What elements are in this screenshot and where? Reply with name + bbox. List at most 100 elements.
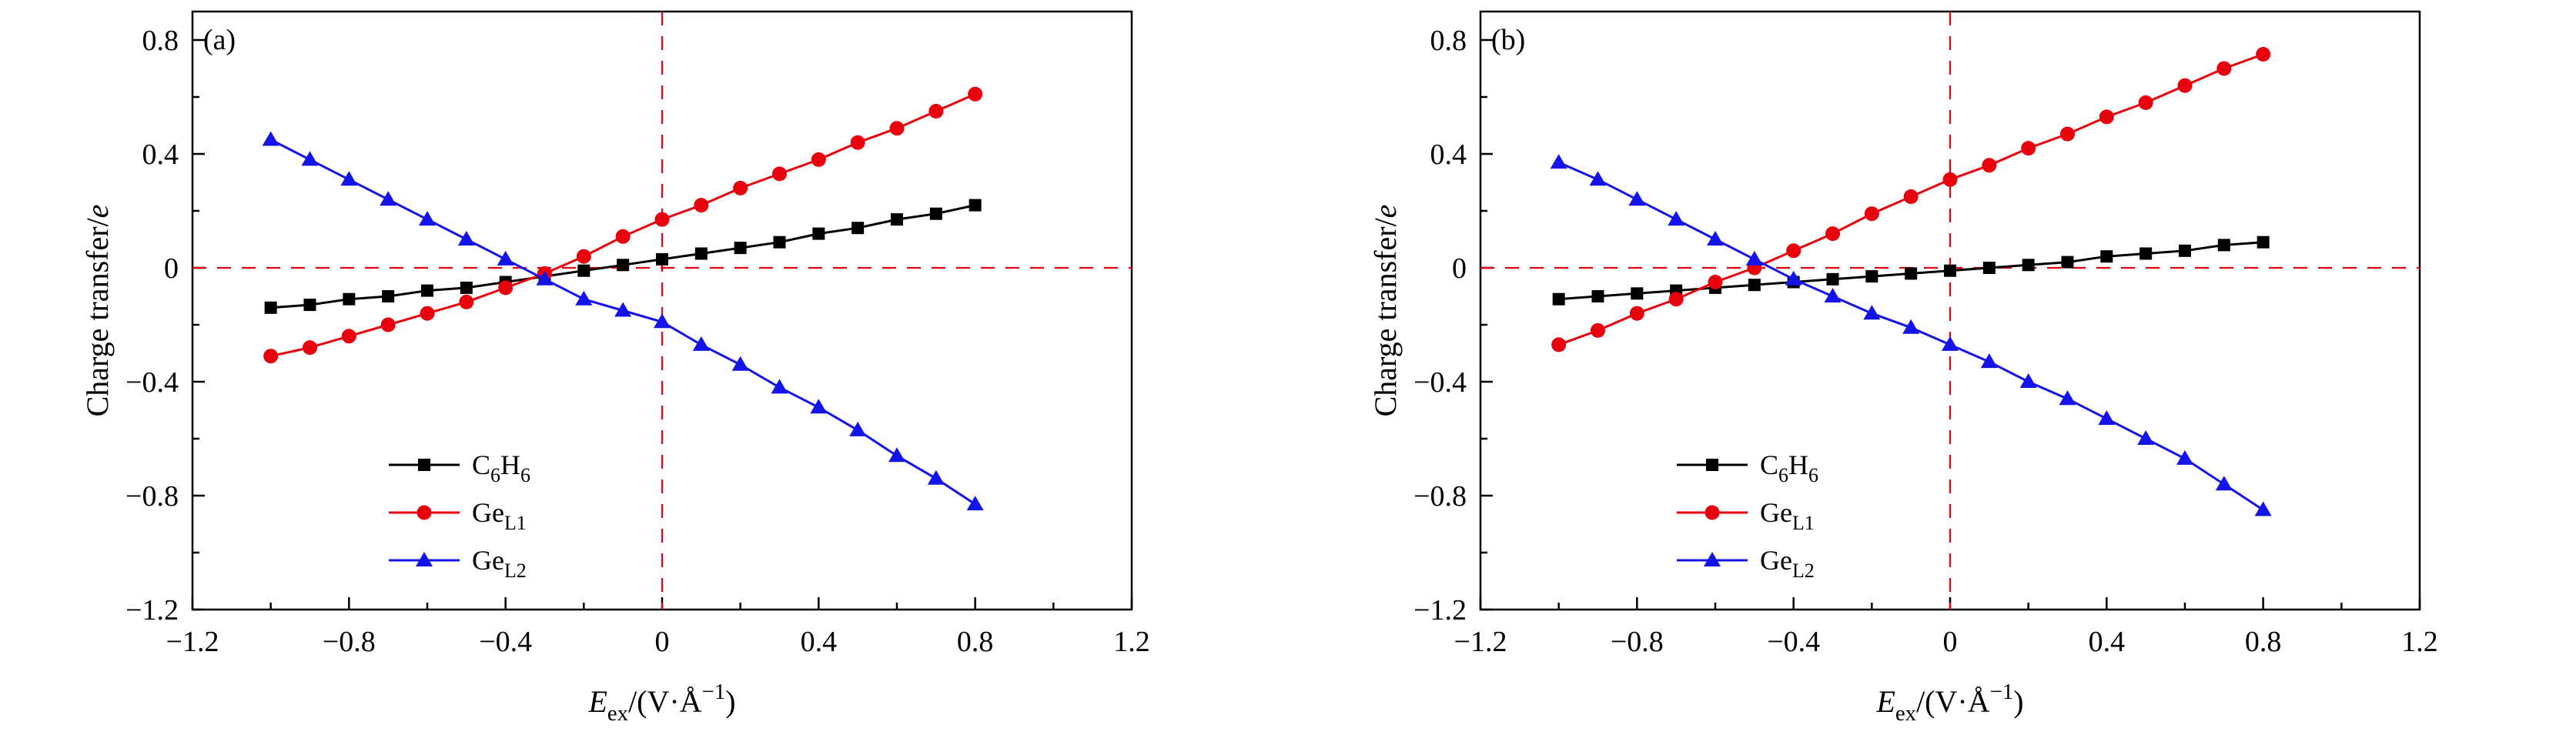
reference-lines — [192, 12, 1132, 610]
x-tick-label: −0.8 — [1611, 626, 1664, 658]
series-marker-C6H6 — [969, 199, 982, 212]
x-tick-label: 0 — [1943, 626, 1958, 658]
series-marker-GeL1 — [1786, 243, 1802, 259]
series-marker-GeL2 — [575, 290, 593, 306]
x-tick-label: −0.4 — [479, 626, 532, 658]
series-marker-GeL2 — [536, 270, 554, 286]
y-tick-label: −0.8 — [1413, 480, 1467, 513]
legend: C6H6 GeL1 GeL2 — [389, 449, 530, 582]
series-marker-C6H6 — [2139, 247, 2153, 260]
series-marker-GeL1 — [1825, 226, 1840, 242]
series-marker-GeL1 — [1942, 172, 1958, 187]
series-marker-GeL2 — [2019, 373, 2037, 388]
series-marker-C6H6 — [617, 259, 630, 272]
series-marker-C6H6 — [1865, 270, 1878, 283]
series-marker-GeL1 — [694, 198, 709, 213]
legend-label-GeL2: GeL2 — [1760, 545, 1815, 582]
series-marker-GeL1 — [2021, 141, 2036, 156]
series-marker-GeL1 — [772, 166, 787, 182]
y-tick-label: 0.8 — [1430, 25, 1467, 57]
series-marker-GeL2 — [2137, 430, 2155, 445]
series-marker-GeL2 — [1628, 191, 1646, 206]
x-tick-label: 0.4 — [801, 626, 838, 658]
series-marker-GeL2 — [2059, 390, 2076, 406]
legend-marker-C6H6 — [1706, 459, 1718, 471]
series-marker-C6H6 — [303, 299, 316, 312]
series-marker-GeL2 — [1550, 154, 1567, 169]
x-tick-label: 0.8 — [2245, 626, 2282, 658]
series-marker-GeL2 — [1863, 305, 1881, 320]
series-GeL1 — [263, 86, 983, 364]
x-tick-label: −0.8 — [323, 626, 376, 658]
series-marker-GeL1 — [303, 340, 317, 356]
tick-labels: −1.2 −0.8 −0.4 0 0.4 0.8 1.2 −1.2 −0.8 −0.4 0 0.4 0.… — [125, 25, 1150, 658]
legend-label-GeL1: GeL1 — [472, 497, 527, 534]
series-marker-GeL1 — [1551, 337, 1567, 352]
chart-panel-a: −1.2 −0.8 −0.4 0 0.4 0.8 1.2 −1.2 −0.8 −0.4 0 0.4 0.… — [80, 10, 1150, 726]
series-marker-C6H6 — [1826, 272, 1839, 286]
series-marker-GeL1 — [2138, 95, 2153, 110]
series-marker-C6H6 — [577, 264, 590, 277]
series-marker-GeL1 — [733, 180, 748, 195]
series-marker-GeL1 — [1903, 189, 1919, 204]
y-axis-title: Charge transfer/e — [80, 205, 115, 417]
series-marker-GeL2 — [340, 171, 358, 186]
x-tick-label: −1.2 — [166, 626, 219, 658]
series-marker-C6H6 — [1982, 262, 1996, 274]
series-marker-GeL1 — [615, 229, 631, 244]
series-marker-C6H6 — [2179, 244, 2191, 257]
x-tick-label: −0.4 — [1767, 626, 1820, 658]
series-marker-GeL2 — [1942, 336, 1959, 351]
y-axis-title: Charge transfer/e — [1368, 205, 1403, 417]
series-marker-GeL2 — [301, 151, 319, 166]
series-marker-GeL1 — [459, 294, 474, 309]
series-marker-GeL1 — [2099, 109, 2114, 125]
x-tick-label: 0 — [655, 626, 670, 658]
series-marker-GeL2 — [262, 131, 279, 146]
y-tick-label: 0.4 — [1430, 139, 1467, 171]
series-marker-GeL2 — [497, 250, 514, 266]
series-marker-GeL2 — [654, 313, 671, 329]
x-tick-label: 1.2 — [2401, 626, 2438, 658]
series-marker-GeL2 — [2176, 449, 2193, 465]
y-tick-label: 0 — [1452, 252, 1467, 285]
series-marker-GeL1 — [1864, 206, 1879, 222]
series-marker-GeL1 — [850, 135, 865, 150]
series-marker-GeL2 — [927, 469, 945, 485]
panel-label: (a) — [203, 24, 236, 56]
series-marker-GeL1 — [1982, 158, 1997, 173]
legend-marker-GeL1 — [417, 505, 432, 520]
axis-ticks — [191, 38, 1133, 611]
series-GeL2 — [1550, 154, 2272, 516]
legend-marker-GeL2 — [416, 552, 433, 566]
series-marker-C6H6 — [460, 281, 473, 294]
y-tick-label: 0.8 — [142, 25, 179, 57]
chart-b-svg: −1.2 −0.8 −0.4 0 0.4 0.8 1.2 −1.2 −0.8 −0.4 0 0.4 0.… — [1368, 10, 2438, 726]
series-marker-GeL1 — [498, 280, 514, 296]
series-marker-GeL1 — [928, 104, 944, 119]
legend-label-GeL1: GeL1 — [1760, 497, 1815, 534]
series-marker-GeL2 — [2215, 476, 2233, 491]
x-tick-label: −1.2 — [1454, 626, 1507, 658]
series-marker-C6H6 — [1631, 287, 1644, 300]
series-marker-GeL2 — [888, 447, 905, 463]
series-marker-GeL1 — [2216, 61, 2232, 76]
series-marker-C6H6 — [929, 207, 942, 220]
series-marker-C6H6 — [382, 290, 395, 302]
series-marker-GeL1 — [654, 212, 670, 227]
legend-label-C6H6: C6H6 — [1760, 449, 1818, 486]
y-tick-label: 0 — [164, 252, 179, 285]
series-marker-C6H6 — [734, 242, 747, 255]
series-marker-GeL2 — [810, 399, 828, 414]
y-tick-label: −0.4 — [1413, 366, 1467, 399]
series-marker-GeL2 — [1668, 211, 1685, 226]
x-tick-label: 0.8 — [957, 626, 994, 658]
series-marker-GeL2 — [2098, 410, 2116, 426]
legend: C6H6 GeL1 GeL2 — [1677, 449, 1818, 582]
series-marker-C6H6 — [2217, 239, 2230, 252]
series-marker-C6H6 — [264, 301, 277, 314]
legend-label-GeL2: GeL2 — [472, 545, 527, 582]
series-marker-GeL1 — [2177, 78, 2193, 93]
series-marker-GeL1 — [341, 329, 356, 344]
